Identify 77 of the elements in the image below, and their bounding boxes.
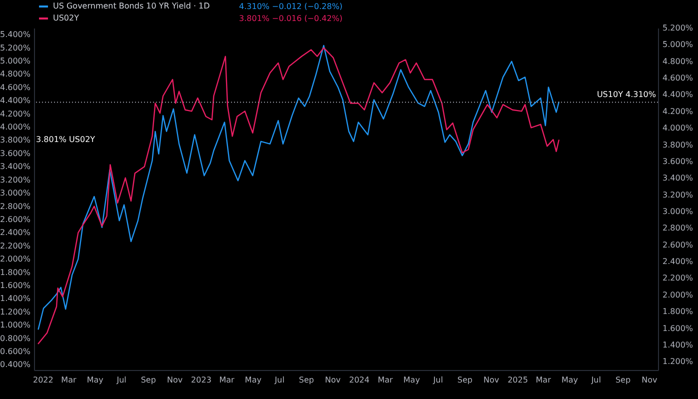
y2-tick-label: 5.000% [662,40,694,50]
x-tick-label: Nov [642,376,658,384]
y2-tick-label: 2.400% [662,257,694,266]
y2-tick-label: 4.200% [662,106,694,116]
y-tick-label: 2.200% [0,241,31,250]
y2-tick-label: 4.400% [662,90,694,100]
x-tick-label: Mar [61,376,77,384]
y2-tick-label: 5.200% [662,24,694,32]
x-tick-label: Jul [274,376,284,384]
x-tick-label: Jul [116,376,126,384]
x-tick-label: 2023 [191,376,212,384]
y-tick-label: 0.600% [0,347,31,356]
y2-tick-label: 2.600% [662,240,694,250]
y2-tick-label: 3.000% [662,207,694,216]
x-tick-label: Sep [298,376,314,384]
y-tick-label: 5.200% [0,43,31,52]
y2-tick-label: 3.600% [662,156,694,166]
y2-tick-label: 2.800% [662,224,694,233]
y-tick-label: 4.000% [0,122,31,132]
y2-tick-label: 1.200% [662,357,694,366]
x-tick-label: Mar [219,376,236,384]
x-tick-label: May [244,376,262,384]
y-tick-label: 4.800% [0,70,31,79]
y2-tick-label: 2.200% [662,274,694,283]
y-tick-label: 2.600% [0,214,31,224]
y2-tick-label: 4.000% [662,124,694,133]
x-tick-label: Nov [484,376,500,384]
x-tick-label: Sep [615,376,631,384]
x-tick-label: Jul [432,376,443,384]
y-tick-label: 0.400% [0,360,31,370]
y-tick-label: 3.400% [0,162,31,172]
y-tick-label: 5.400% [0,30,31,40]
y-tick-label: 1.000% [0,320,31,330]
x-tick-label: Mar [536,376,552,384]
y-tick-label: 3.200% [0,175,31,184]
y-tick-label: 2.400% [0,228,31,238]
x-tick-label: May [86,376,104,384]
x-tick-label: 2022 [32,376,54,384]
y2-tick-label: 3.400% [662,174,694,183]
y-tick-label: 2.000% [0,254,31,264]
text: 3.801% −0.016 (−0.42%) [239,14,343,23]
y2-tick-label: 1.800% [662,307,694,316]
y-tick-label: 3.800% [0,136,31,145]
y-tick-label: 1.600% [0,280,31,290]
x-tick-label: Sep [457,376,472,384]
legend-label: US02Y [53,14,80,22]
x-tick-label: May [561,376,578,384]
y-tick-label: 4.200% [0,109,31,118]
y-tick-label: 0.800% [0,334,31,343]
x-tick-label: 2025 [508,376,528,384]
y2-tick-label: 4.800% [662,56,694,66]
y-tick-label: 1.800% [0,268,31,277]
x-tick-label: 2024 [349,376,370,384]
annotation: 3.801% US02Y [36,135,96,144]
y2-tick-label: 3.800% [662,140,694,150]
y-tick-label: 2.800% [0,202,31,211]
text: 4.310% −0.012 (−0.28%) [239,2,343,11]
y2-tick-label: 3.200% [662,190,694,200]
y-tick-label: 5.000% [0,56,31,66]
x-tick-label: Nov [166,376,183,384]
ref-line-label: US10Y 4.310% [596,90,656,100]
y2-tick-label: 2.000% [662,290,694,300]
y2-tick-label: 1.600% [662,324,694,333]
y-tick-label: 3.600% [0,148,31,158]
y-tick-label: 1.200% [0,307,31,316]
legend-label: US Government Bonds 10 YR Yield · 1D [53,2,210,10]
x-tick-label: Nov [325,376,341,384]
y-tick-label: 4.600% [0,82,31,92]
x-tick-label: Jul [590,376,601,384]
x-tick-label: Mar [378,376,394,384]
x-tick-label: Sep [140,376,156,384]
y2-tick-label: 1.400% [662,340,694,350]
y-tick-label: 4.400% [0,96,31,106]
y-tick-label: 1.400% [0,294,31,304]
y-tick-label: 3.000% [0,188,31,198]
y2-tick-label: 4.600% [662,74,694,83]
x-tick-label: May [403,376,420,384]
